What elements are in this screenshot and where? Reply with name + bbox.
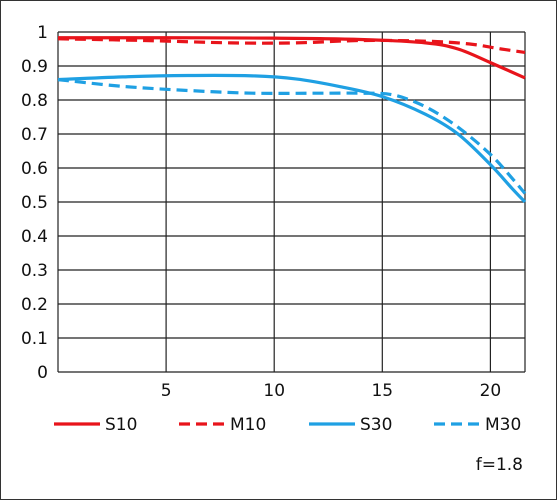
y-tick-label: 0.5 [21,193,48,213]
x-tick-label: 20 [480,381,502,401]
series-line-m30 [57,78,527,195]
aperture-note: f=1.8 [476,455,523,475]
y-tick-label: 1 [37,23,48,43]
y-tick-label: 0.7 [21,125,48,145]
series-lines [57,36,527,204]
x-tick-label: 15 [371,381,393,401]
legend-label-s10: S10 [105,415,137,435]
y-tick-label: 0 [37,363,48,383]
y-tick-label: 0.4 [21,227,48,247]
x-tick-label: 5 [161,381,172,401]
legend-label-m30: M30 [485,415,521,435]
y-tick-label: 0.3 [21,261,48,281]
series-line-m10 [57,37,526,54]
legend-label-s30: S30 [360,415,392,435]
y-tick-label: 0.8 [21,91,48,111]
y-tick-label: 0.1 [21,329,48,349]
y-tick-label: 0.2 [21,295,48,315]
legend-label-m10: M10 [230,415,266,435]
series-line-s30 [57,73,527,204]
tick-labels: 00.10.20.30.40.50.60.70.80.915 10 15 20 [21,23,501,401]
grid [57,31,526,373]
legend: S10 M10 S30 M30 [54,415,521,435]
y-tick-label: 0.9 [21,57,48,77]
x-tick-label: 10 [263,381,285,401]
y-tick-label: 0.6 [21,159,48,179]
